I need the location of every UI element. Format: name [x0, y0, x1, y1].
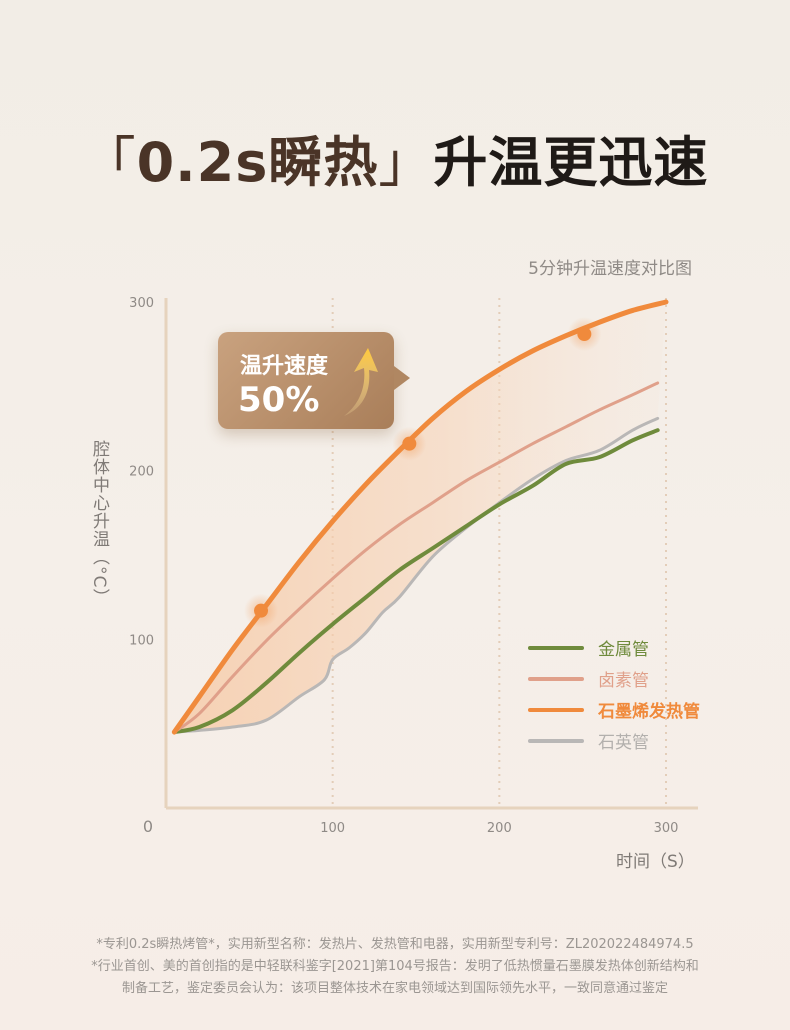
headline: 「0.2s瞬热」升温更迅速: [0, 118, 790, 197]
legend-label: 金属管: [598, 640, 649, 660]
y-tick-label: 300: [129, 296, 154, 311]
x-tick-label: 200: [487, 821, 512, 836]
x-axis-label: 时间（S）: [616, 852, 695, 872]
legend-item-halogen: 卤素管: [528, 663, 700, 694]
footnote-line: *行业首创、美的首创指的是中轻联科鉴字[2021]第104号报告：发明了低热惯量…: [91, 959, 699, 974]
headline-bracket-open: 「: [81, 131, 137, 194]
legend-item-graphene: 石墨烯发热管: [528, 694, 700, 725]
highlight-point: [402, 436, 417, 451]
badge-value: 50%: [238, 380, 320, 420]
chart-title: 5分钟升温速度对比图: [528, 259, 692, 279]
legend-label: 石墨烯发热管: [598, 702, 700, 722]
series-line-0: [172, 428, 660, 735]
series-line-3: [172, 416, 660, 734]
legend-item-metal: 金属管: [528, 632, 700, 663]
legend-swatch: [528, 738, 584, 743]
x-tick-label: 100: [320, 821, 345, 836]
legend-swatch: [528, 676, 584, 681]
speed-badge: 温升速度 50%: [218, 332, 410, 429]
headline-bracket-close: 」: [378, 131, 434, 194]
up-arrow-icon: [344, 348, 378, 416]
legend-item-quartz: 石英管: [528, 725, 700, 756]
footnote-line: 制备工艺，鉴定委员会认为：该项目整体技术在家电领域达到国际领先水平，一致同意通过…: [121, 981, 668, 996]
highlight-point: [577, 327, 592, 342]
y-tick-label: 200: [129, 465, 154, 480]
headline-accent: 0.2s瞬热: [136, 131, 379, 194]
footnotes: *专利0.2s瞬热烤管*，实用新型名称：发热片、发热管和电器，实用新型专利号：Z…: [0, 934, 790, 1000]
y-axis-label: 腔体中心升温（°C）: [89, 440, 109, 607]
series-fill-area: [174, 302, 667, 733]
legend-label: 石英管: [598, 733, 649, 753]
footnote-line: *专利0.2s瞬热烤管*，实用新型名称：发热片、发热管和电器，实用新型专利号：Z…: [96, 937, 694, 952]
tick-labels: 0 100 200 300 100 200 300: [129, 296, 678, 836]
highlight-points: [244, 317, 602, 628]
series-line-1: [172, 381, 660, 734]
legend-label: 卤素管: [598, 671, 649, 691]
chart-legend: 金属管 卤素管 石墨烯发热管 石英管: [528, 632, 700, 756]
axes: [164, 298, 698, 810]
y-tick-label: 100: [129, 633, 154, 648]
legend-swatch: [528, 707, 584, 712]
x-tick-label: 0: [143, 817, 153, 836]
headline-main: 升温更迅速: [433, 131, 709, 194]
x-tick-label: 300: [654, 821, 679, 836]
legend-swatch: [528, 645, 584, 650]
badge-label: 温升速度: [240, 354, 329, 379]
highlight-point: [254, 603, 268, 618]
